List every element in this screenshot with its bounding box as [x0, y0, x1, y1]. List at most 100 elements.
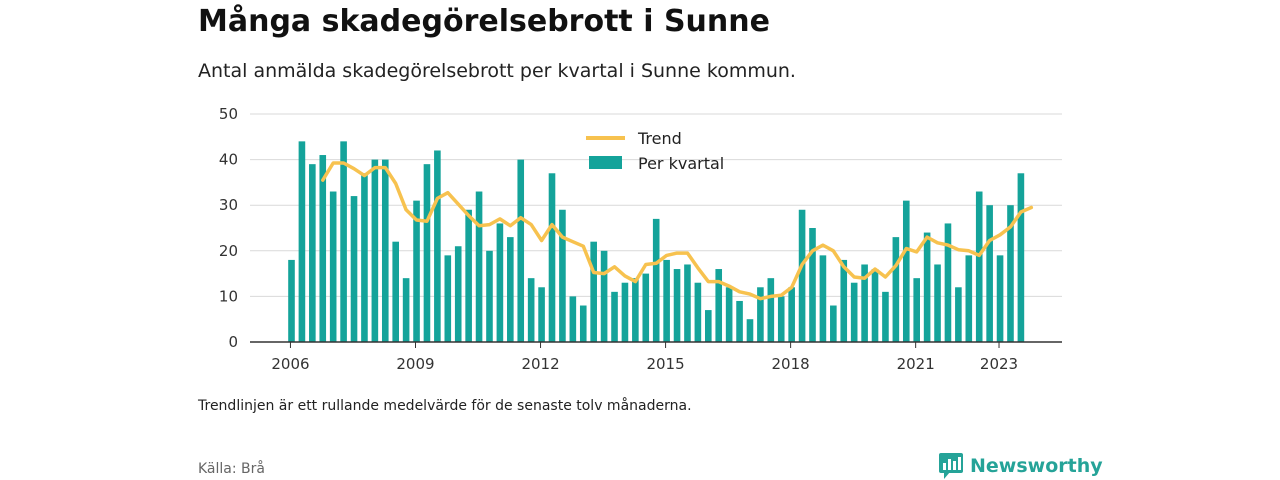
bar	[975, 191, 983, 342]
y-tick-label: 30	[219, 196, 238, 214]
bar	[725, 287, 733, 342]
bar	[538, 287, 545, 342]
y-tick-label: 50	[219, 105, 238, 123]
bar	[757, 287, 764, 342]
bar	[840, 259, 848, 342]
bar	[642, 273, 650, 342]
bar	[590, 241, 597, 342]
bar	[454, 246, 462, 342]
bar	[882, 291, 889, 342]
bar	[288, 259, 295, 342]
bar	[788, 287, 795, 342]
bar	[986, 205, 993, 342]
bar	[402, 278, 410, 342]
bar	[736, 300, 743, 342]
newsworthy-logo: Newsworthy	[938, 452, 1103, 480]
bar-line-chart: 0 10 20 30 40 50 2006 2009 2012 2015 2018 2021 2023…	[219, 105, 1062, 373]
bar	[777, 296, 785, 342]
bar	[767, 278, 775, 342]
x-tick-label: 2018	[772, 355, 810, 373]
y-tick-label: 40	[219, 151, 238, 169]
bar	[496, 223, 504, 342]
x-tick-label: 2006	[271, 355, 309, 373]
bar	[902, 200, 910, 342]
bar	[809, 228, 816, 342]
bar	[892, 237, 900, 342]
bar	[830, 305, 837, 342]
chart-note: Trendlinjen är ett rullande medelvärde f…	[198, 398, 692, 414]
bar	[350, 196, 358, 342]
bar	[652, 218, 660, 342]
x-axis-ticks: 2006 2009 2012 2015 2018 2021 2023	[271, 342, 1018, 373]
bar	[319, 155, 327, 342]
chart-subtitle: Antal anmälda skadegörelsebrott per kvar…	[198, 60, 796, 82]
bar	[673, 269, 681, 342]
bar	[621, 282, 629, 342]
bar	[381, 159, 389, 342]
legend-bar-label: Per kvartal	[638, 154, 724, 173]
bar	[632, 278, 639, 342]
legend-trend-label: Trend	[637, 129, 682, 148]
bar	[309, 164, 316, 342]
bar	[715, 269, 723, 342]
bar	[705, 310, 712, 342]
bar	[444, 255, 452, 342]
bar	[579, 305, 587, 342]
bar	[965, 255, 973, 342]
bar	[819, 255, 827, 342]
bar	[600, 250, 608, 342]
y-tick-label: 20	[219, 242, 238, 260]
bar	[1007, 205, 1014, 342]
bar	[434, 150, 441, 342]
bar	[861, 264, 868, 342]
bar	[486, 250, 493, 342]
bar	[913, 278, 920, 342]
bar	[361, 173, 368, 342]
trend-series	[321, 161, 1034, 301]
bar	[329, 191, 337, 342]
y-axis-ticks: 0 10 20 30 40 50	[219, 105, 238, 351]
bar	[507, 237, 514, 342]
bar	[465, 209, 472, 342]
bar	[559, 209, 566, 342]
bar	[871, 269, 879, 342]
legend-bar-swatch	[589, 156, 622, 169]
x-tick-label: 2023	[980, 355, 1018, 373]
brand-name: Newsworthy	[970, 455, 1103, 477]
bar	[934, 264, 941, 342]
bar	[475, 191, 483, 342]
bar	[611, 291, 618, 342]
bar	[944, 223, 952, 342]
bar	[298, 141, 306, 342]
bar	[694, 282, 702, 342]
x-tick-label: 2012	[521, 355, 559, 373]
bar	[923, 232, 931, 342]
bar	[1017, 173, 1025, 342]
bar	[340, 141, 347, 342]
y-tick-label: 10	[219, 287, 238, 305]
bar	[423, 164, 431, 342]
bar	[527, 278, 535, 342]
x-tick-label: 2015	[646, 355, 684, 373]
legend: Trend Per kvartal	[586, 129, 724, 173]
bar	[392, 241, 399, 342]
x-tick-label: 2021	[897, 355, 935, 373]
newsworthy-logo-icon	[939, 453, 963, 479]
bar	[569, 296, 577, 342]
bar	[798, 209, 806, 342]
bar	[850, 282, 858, 342]
bar	[684, 264, 691, 342]
y-tick-label: 0	[228, 333, 238, 351]
bar	[548, 173, 556, 342]
bar	[996, 255, 1004, 342]
x-tick-label: 2009	[396, 355, 434, 373]
bar	[517, 159, 525, 342]
bar	[746, 319, 754, 342]
bar-series	[288, 141, 1025, 342]
source-credit: Källa: Brå	[198, 461, 265, 477]
bar	[955, 287, 962, 342]
chart-title: Många skadegörelsebrott i Sunne	[198, 4, 770, 39]
bar	[371, 159, 379, 342]
bar	[663, 259, 670, 342]
bar	[413, 200, 420, 342]
